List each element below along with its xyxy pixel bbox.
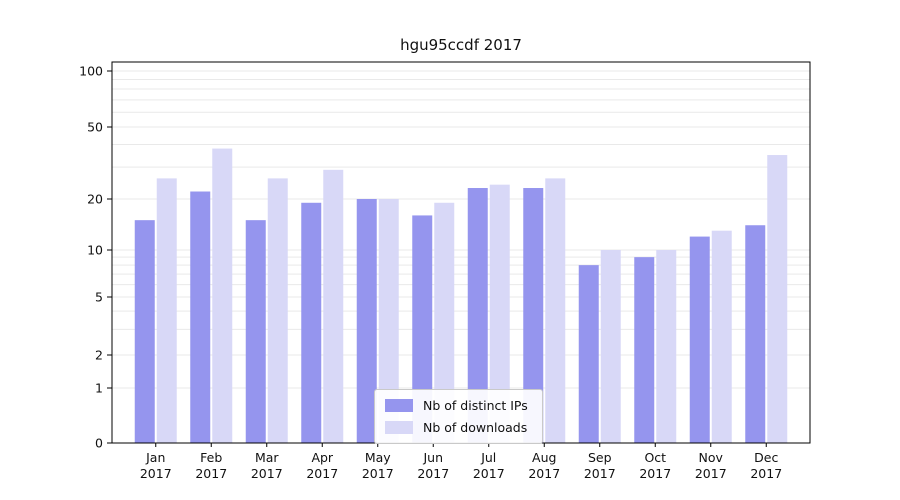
x-tick-label-month: Aug bbox=[532, 450, 556, 465]
x-tick-label-month: Mar bbox=[255, 450, 279, 465]
x-tick-label-year: 2017 bbox=[750, 466, 782, 481]
y-tick-label: 20 bbox=[87, 192, 103, 207]
x-tick-label-year: 2017 bbox=[584, 466, 616, 481]
legend-swatch-distinct-ips bbox=[385, 399, 413, 412]
x-tick-label-year: 2017 bbox=[251, 466, 283, 481]
bar-distinct-ips-dec-2017 bbox=[745, 225, 766, 443]
x-tick-label-year: 2017 bbox=[528, 466, 560, 481]
bar-downloads-may-2017 bbox=[378, 199, 399, 443]
legend-item-downloads: Nb of downloads bbox=[385, 420, 528, 435]
legend-item-distinct-ips: Nb of distinct IPs bbox=[385, 398, 528, 413]
y-tick-label: 2 bbox=[95, 348, 103, 363]
x-tick-label-month: Feb bbox=[200, 450, 222, 465]
x-tick-label-month: Dec bbox=[754, 450, 778, 465]
legend: Nb of distinct IPs Nb of downloads bbox=[374, 389, 543, 444]
bar-downloads-aug-2017 bbox=[545, 178, 566, 443]
x-tick-label-year: 2017 bbox=[639, 466, 671, 481]
x-tick-label-year: 2017 bbox=[140, 466, 172, 481]
bar-distinct-ips-jul-2017 bbox=[467, 188, 488, 443]
legend-swatch-downloads bbox=[385, 421, 413, 434]
chart-title: hgu95ccdf 2017 bbox=[400, 36, 522, 54]
x-tick-label-year: 2017 bbox=[362, 466, 394, 481]
bar-downloads-oct-2017 bbox=[656, 250, 677, 443]
bar-distinct-ips-sep-2017 bbox=[578, 265, 599, 443]
bar-downloads-dec-2017 bbox=[767, 155, 788, 444]
bar-distinct-ips-may-2017 bbox=[356, 199, 377, 443]
bar-downloads-apr-2017 bbox=[323, 169, 344, 443]
x-tick-label-year: 2017 bbox=[695, 466, 727, 481]
bar-distinct-ips-oct-2017 bbox=[634, 257, 655, 443]
x-tick-label-month: Apr bbox=[311, 450, 333, 465]
bar-downloads-sep-2017 bbox=[600, 250, 621, 443]
bar-downloads-jan-2017 bbox=[156, 178, 177, 443]
x-tick-label-month: Oct bbox=[644, 450, 666, 465]
bar-distinct-ips-apr-2017 bbox=[301, 202, 322, 443]
y-tick-label: 1 bbox=[95, 381, 103, 396]
x-tick-label-year: 2017 bbox=[306, 466, 338, 481]
legend-label-distinct-ips: Nb of distinct IPs bbox=[423, 398, 528, 413]
x-tick-label-month: Jun bbox=[422, 450, 443, 465]
bar-downloads-nov-2017 bbox=[711, 230, 732, 443]
x-tick-label-year: 2017 bbox=[195, 466, 227, 481]
bar-distinct-ips-aug-2017 bbox=[523, 188, 544, 443]
y-tick-label: 0 bbox=[95, 436, 103, 451]
x-tick-label-month: Sep bbox=[588, 450, 612, 465]
x-tick-label-month: May bbox=[365, 450, 391, 465]
y-tick-label: 50 bbox=[87, 120, 103, 135]
x-tick-label-month: Jul bbox=[480, 450, 496, 465]
bar-distinct-ips-mar-2017 bbox=[245, 220, 266, 443]
y-tick-label: 100 bbox=[79, 64, 103, 79]
x-tick-label-month: Jan bbox=[145, 450, 165, 465]
bar-downloads-mar-2017 bbox=[267, 178, 288, 443]
bar-distinct-ips-jun-2017 bbox=[412, 215, 433, 443]
y-tick-label: 10 bbox=[87, 243, 103, 258]
bar-distinct-ips-nov-2017 bbox=[689, 236, 710, 443]
x-tick-label-year: 2017 bbox=[473, 466, 505, 481]
bar-downloads-feb-2017 bbox=[212, 148, 233, 443]
bar-distinct-ips-feb-2017 bbox=[190, 191, 211, 443]
y-tick-label: 5 bbox=[95, 290, 103, 305]
bar-distinct-ips-jan-2017 bbox=[134, 220, 155, 443]
legend-label-downloads: Nb of downloads bbox=[423, 420, 528, 435]
bar-downloads-jul-2017 bbox=[489, 184, 510, 444]
bar-downloads-jun-2017 bbox=[434, 202, 455, 443]
x-tick-label-year: 2017 bbox=[417, 466, 449, 481]
x-tick-label-month: Nov bbox=[699, 450, 724, 465]
